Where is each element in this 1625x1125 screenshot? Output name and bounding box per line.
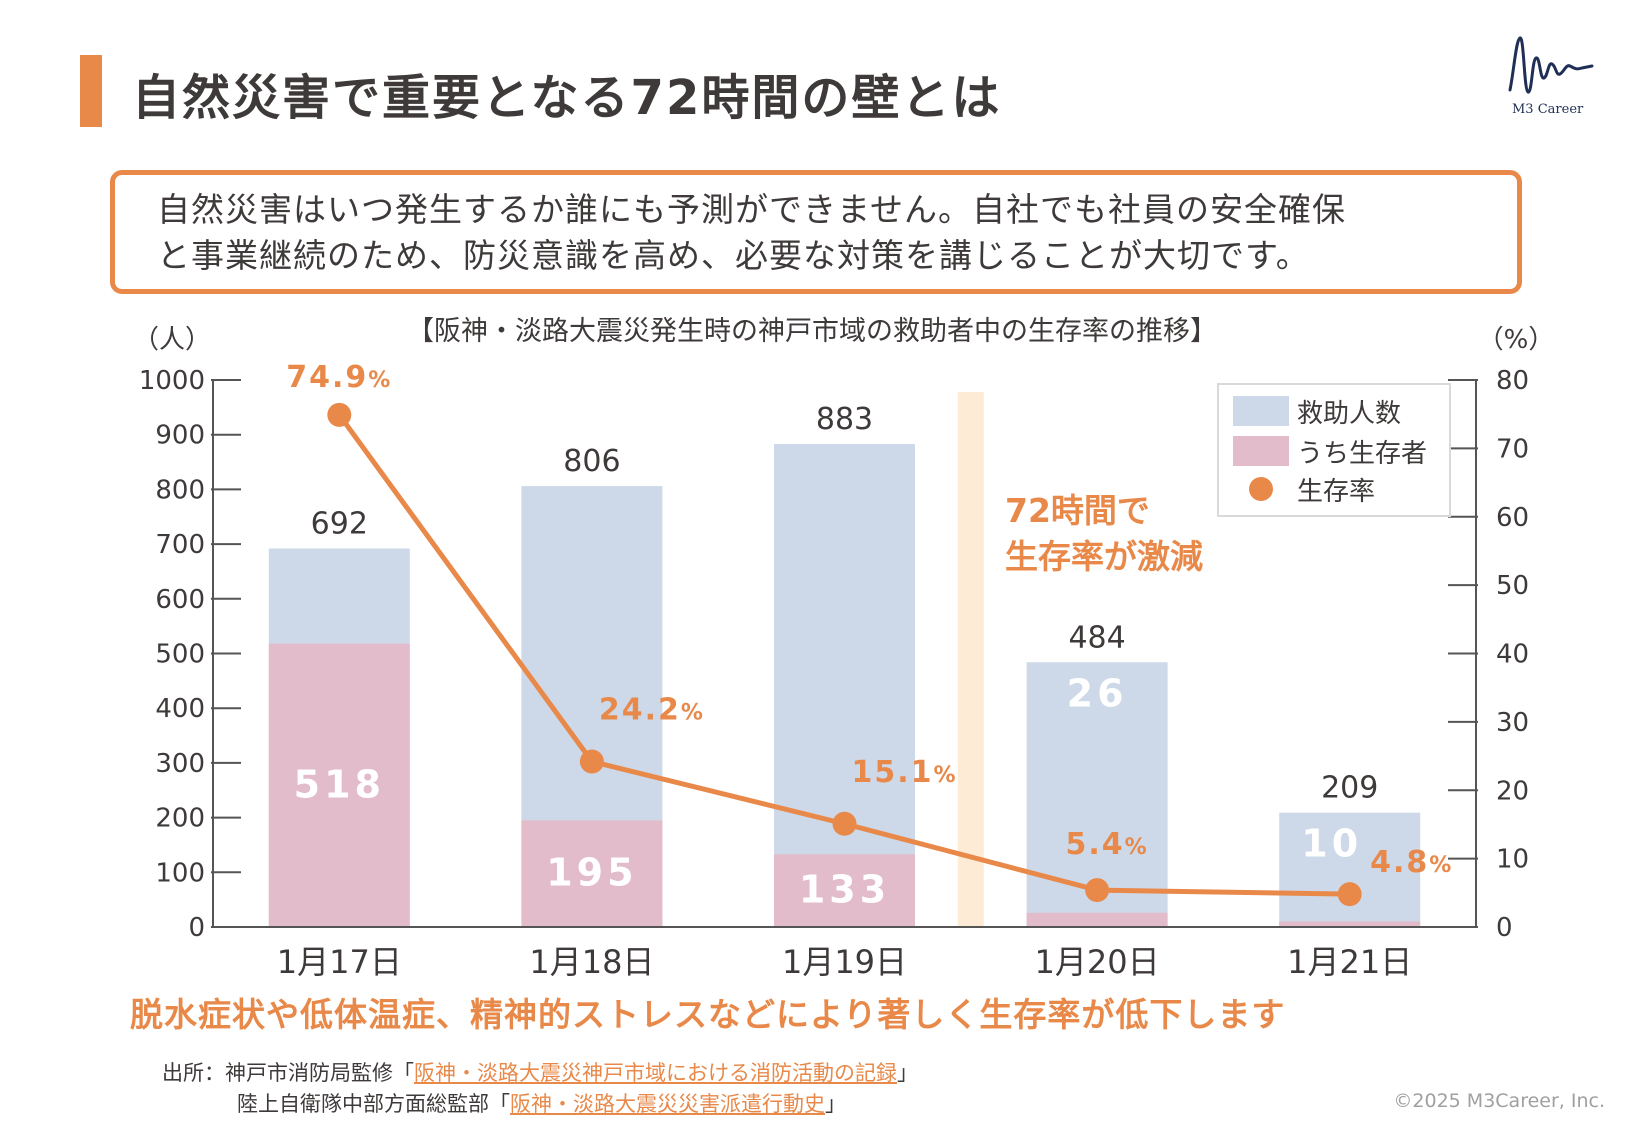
source-citation: 出所：神戸市消防局監修「阪神・淡路大震災神戸市域における消防活動の記録」 陸上自… xyxy=(162,1058,918,1120)
x-tick-label: 1月19日 xyxy=(782,943,907,981)
legend-item-survivors: うち生存者 xyxy=(1233,435,1428,469)
source-line-1: 出所：神戸市消防局監修「阪神・淡路大震災神戸市域における消防活動の記録」 xyxy=(162,1058,918,1089)
chart-legend: 救助人数 うち生存者 生存率 xyxy=(1217,383,1451,517)
bar-label-rescued: 484 xyxy=(1068,620,1125,655)
survival-rate-percent: % xyxy=(1429,853,1453,878)
legend-item-survival-rate: 生存率 xyxy=(1233,473,1376,507)
source-link-1[interactable]: 阪神・淡路大震災神戸市域における消防活動の記録 xyxy=(414,1061,897,1085)
right-tick-label: 10 xyxy=(1496,845,1529,875)
legend-label-rescued: 救助人数 xyxy=(1297,398,1402,429)
right-tick-label: 40 xyxy=(1496,640,1529,670)
legend-dot-survival-rate xyxy=(1233,474,1289,504)
bar-survivors xyxy=(1279,921,1421,927)
survival-rate-point xyxy=(579,749,604,774)
source-line2-prefix: 陸上自衛隊中部方面総監部「 xyxy=(237,1092,510,1116)
annotation-line-2: 生存率が激減 xyxy=(1005,537,1203,576)
right-axis-unit: （%） xyxy=(1478,325,1555,355)
survival-rate-point xyxy=(832,811,857,836)
right-tick-label: 20 xyxy=(1496,776,1529,806)
intro-callout: 自然災害はいつ発生するか誰にも予測ができません。自社でも社員の安全確保 と事業継… xyxy=(110,170,1522,294)
survival-rate-value: 15.1 xyxy=(851,755,933,790)
bottom-note: 脱水症状や低体温症、精神的ストレスなどにより著しく生存率が低下します xyxy=(130,995,1286,1034)
left-tick-label: 500 xyxy=(155,640,205,670)
72-hour-highlight-band xyxy=(957,392,984,927)
left-tick-label: 1000 xyxy=(139,366,205,396)
survival-rate-point xyxy=(1085,878,1110,903)
source-line-2: 陸上自衛隊中部方面総監部「阪神・淡路大震災災害派遣行動史」 xyxy=(162,1089,918,1120)
left-tick-label: 600 xyxy=(155,585,205,615)
right-tick-label: 30 xyxy=(1496,708,1529,738)
bar-label-survivors: 26 xyxy=(1067,671,1128,715)
survival-rate-point xyxy=(327,402,352,427)
survival-rate-label: 15.1% xyxy=(851,755,957,790)
bar-label-rescued: 209 xyxy=(1321,771,1378,806)
legend-swatch-rescued xyxy=(1233,396,1289,426)
m3-career-logo-icon xyxy=(1508,36,1594,94)
page-title: 自然災害で重要となる72時間の壁とは xyxy=(132,70,1002,126)
right-tick-label: 70 xyxy=(1496,434,1529,464)
survival-rate-label: 5.4% xyxy=(1065,827,1148,862)
bar-label-survivors: 10 xyxy=(1301,822,1362,866)
source-close-2: 」 xyxy=(825,1092,846,1116)
legend-label-survivors: うち生存者 xyxy=(1297,438,1428,469)
source-label: 出所：神戸市消防局監修「 xyxy=(162,1061,414,1085)
survival-rate-point xyxy=(1337,882,1362,907)
bar-label-rescued: 692 xyxy=(311,506,368,541)
chart-title: 【阪神・淡路大震災発生時の神戸市域の救助者中の生存率の推移】 xyxy=(407,316,1217,347)
left-tick-label: 0 xyxy=(188,913,205,943)
bar-label-rescued: 883 xyxy=(816,402,873,437)
survival-rate-value: 74.9 xyxy=(286,360,368,395)
left-tick-label: 400 xyxy=(155,694,205,724)
left-tick-label: 100 xyxy=(155,858,205,888)
bar-rescued xyxy=(774,443,915,927)
annotation-line-1: 72時間で xyxy=(1005,491,1150,530)
x-tick-label: 1月21日 xyxy=(1287,943,1412,981)
logo-text: M3 Career xyxy=(1512,102,1584,117)
left-tick-label: 800 xyxy=(155,475,205,505)
bar-survivors xyxy=(268,643,410,927)
left-tick-label: 700 xyxy=(155,530,205,560)
bar-label-rescued: 806 xyxy=(563,444,620,479)
x-tick-label: 1月17日 xyxy=(277,943,402,981)
survival-rate-percent: % xyxy=(933,763,957,788)
left-tick-label: 900 xyxy=(155,421,205,451)
x-tick-label: 1月20日 xyxy=(1035,943,1160,981)
legend-swatch-survivors xyxy=(1233,436,1289,466)
72-hour-annotation: 72時間で 生存率が激減 xyxy=(1005,488,1203,580)
bar-survivors xyxy=(1026,912,1168,927)
legend-label-survival-rate: 生存率 xyxy=(1297,476,1376,507)
source-close-1: 」 xyxy=(897,1061,918,1085)
right-tick-label: 60 xyxy=(1496,503,1529,533)
callout-line-1: 自然災害はいつ発生するか誰にも予測ができません。自社でも社員の安全確保 xyxy=(157,190,1347,229)
legend-item-rescued: 救助人数 xyxy=(1233,395,1402,429)
left-axis-unit: （人） xyxy=(133,325,211,355)
survival-rate-value: 5.4 xyxy=(1065,827,1124,862)
left-tick-label: 300 xyxy=(155,749,205,779)
callout-line-2: と事業継続のため、防災意識を高め、必要な対策を講じることが大切です。 xyxy=(157,236,1310,275)
bar-label-survivors: 518 xyxy=(294,762,385,806)
bar-label-survivors: 133 xyxy=(799,868,890,912)
survival-rate-value: 24.2 xyxy=(599,693,681,728)
survival-rate-label: 74.9% xyxy=(286,360,392,395)
right-tick-label: 80 xyxy=(1496,366,1529,396)
bar-label-survivors: 195 xyxy=(546,851,637,895)
bar-survivors xyxy=(521,820,663,927)
bar-rescued xyxy=(1279,812,1421,927)
survival-rate-percent: % xyxy=(1125,835,1149,860)
bar-survivors xyxy=(774,854,915,927)
survival-rate-label: 4.8% xyxy=(1370,845,1453,880)
survival-rate-percent: % xyxy=(681,701,705,726)
x-tick-label: 1月18日 xyxy=(529,943,654,981)
survival-rate-value: 4.8 xyxy=(1370,845,1429,880)
survival-rate-label: 24.2% xyxy=(599,693,705,728)
left-tick-label: 200 xyxy=(155,804,205,834)
copyright: ©2025 M3Career, Inc. xyxy=(1393,1090,1605,1112)
survival-rate-percent: % xyxy=(368,368,392,393)
right-tick-label: 0 xyxy=(1496,913,1513,943)
right-tick-label: 50 xyxy=(1496,571,1529,601)
source-link-2[interactable]: 阪神・淡路大震災災害派遣行動史 xyxy=(510,1092,825,1116)
title-accent-bar xyxy=(80,55,102,127)
